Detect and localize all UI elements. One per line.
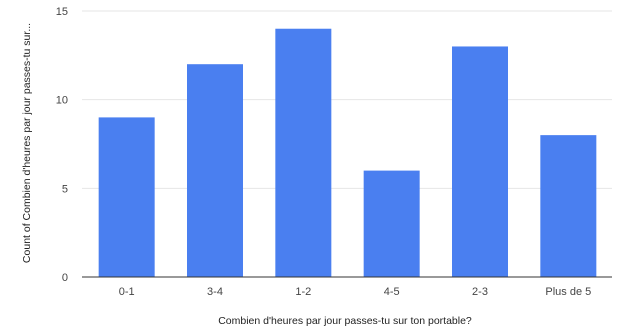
x-tick-label: 0-1	[119, 286, 135, 298]
x-tick-label: Plus de 5	[545, 286, 591, 298]
bar-2-3	[452, 46, 508, 277]
y-tick-label: 0	[62, 272, 68, 284]
bar-3-4	[187, 64, 243, 277]
bars	[98, 28, 597, 278]
y-tick-label: 15	[56, 6, 68, 18]
x-tick-label: 4-5	[384, 286, 400, 298]
gridlines	[82, 10, 612, 189]
x-tick-label: 1-2	[295, 286, 311, 298]
y-tick-label: 10	[56, 95, 68, 107]
y-axis-title: Count of Combien d'heures par jour passe…	[21, 23, 33, 263]
x-tick-label: 3-4	[207, 286, 223, 298]
y-tick-labels: 0 5 10 15	[56, 6, 68, 284]
x-tick-labels: 0-1 3-4 1-2 4-5 2-3 Plus de 5	[119, 286, 592, 298]
bar-1-2	[275, 28, 332, 277]
x-tick-label: 2-3	[472, 286, 488, 298]
y-tick-label: 5	[62, 183, 68, 195]
bar-plus-de-5	[540, 135, 597, 277]
bar-0-1	[98, 117, 155, 278]
bar-4-5	[363, 170, 420, 277]
x-axis-title: Combien d'heures par jour passes-tu sur …	[218, 315, 472, 327]
